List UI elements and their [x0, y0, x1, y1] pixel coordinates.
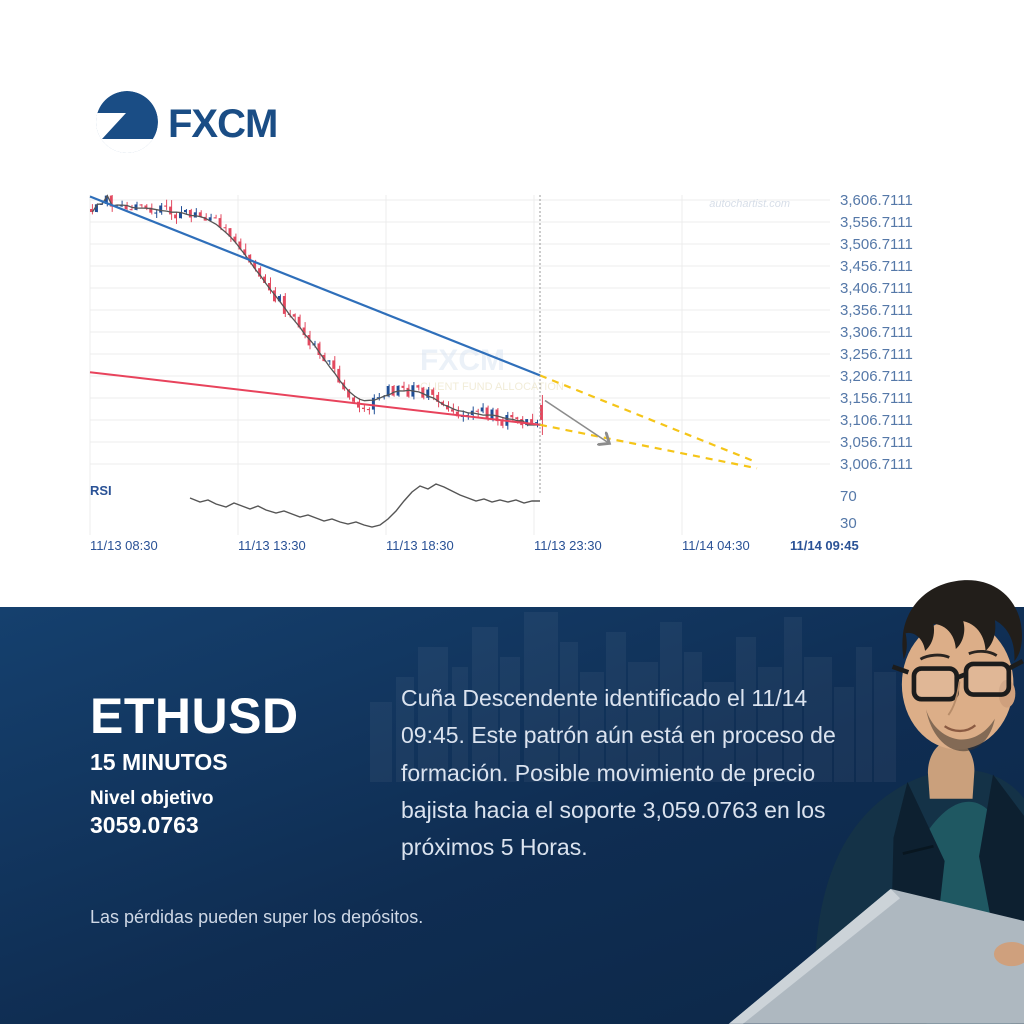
- svg-text:RSI: RSI: [90, 483, 112, 498]
- svg-text:3,456.7111: 3,456.7111: [840, 258, 913, 275]
- svg-text:3,256.7111: 3,256.7111: [840, 346, 913, 363]
- svg-text:3,556.7111: 3,556.7111: [840, 214, 913, 231]
- svg-text:11/13 23:30: 11/13 23:30: [534, 538, 602, 553]
- svg-text:3,506.7111: 3,506.7111: [840, 236, 913, 253]
- svg-text:3,306.7111: 3,306.7111: [840, 324, 913, 341]
- svg-text:3,056.7111: 3,056.7111: [840, 434, 913, 451]
- svg-text:FXCM: FXCM: [168, 102, 277, 146]
- svg-text:3,356.7111: 3,356.7111: [840, 302, 913, 319]
- svg-text:FXCM: FXCM: [420, 344, 505, 377]
- svg-text:3,606.7111: 3,606.7111: [840, 192, 913, 209]
- svg-text:11/13 08:30: 11/13 08:30: [90, 538, 158, 553]
- svg-text:11/13 18:30: 11/13 18:30: [386, 538, 454, 553]
- svg-text:CLIENT FUND ALLOCATION: CLIENT FUND ALLOCATION: [420, 381, 564, 393]
- svg-text:3,406.7111: 3,406.7111: [840, 280, 913, 297]
- svg-text:autochartist.com: autochartist.com: [709, 198, 790, 210]
- svg-text:3,006.7111: 3,006.7111: [840, 456, 913, 473]
- svg-text:3,156.7111: 3,156.7111: [840, 390, 913, 407]
- svg-text:3,206.7111: 3,206.7111: [840, 368, 913, 385]
- svg-text:3,106.7111: 3,106.7111: [840, 412, 913, 429]
- svg-text:11/13 13:30: 11/13 13:30: [238, 538, 306, 553]
